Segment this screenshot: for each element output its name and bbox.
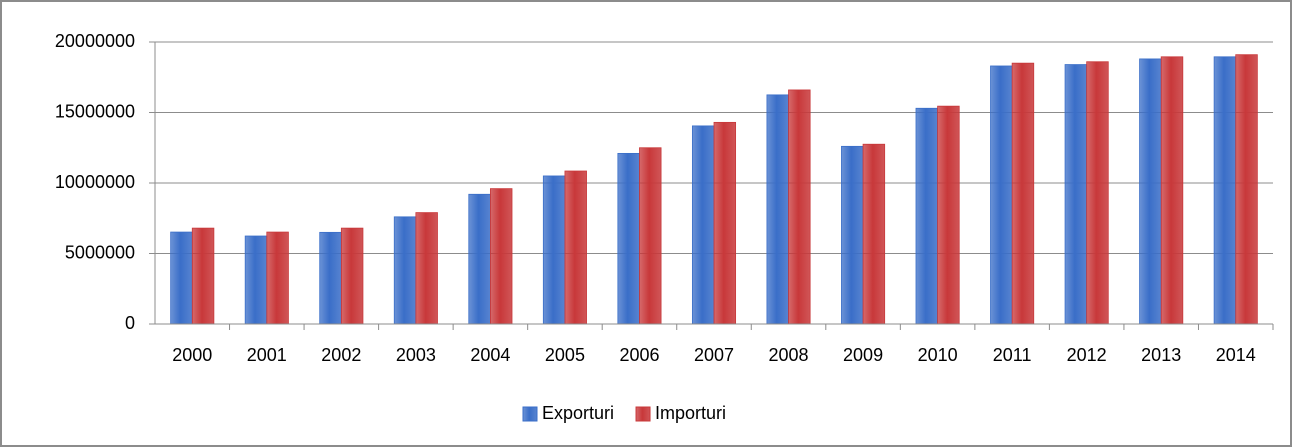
x-tick-label: 2001 xyxy=(247,345,287,365)
x-tick-label: 2014 xyxy=(1216,345,1256,365)
bar xyxy=(542,175,566,325)
bar xyxy=(1086,61,1109,325)
bar xyxy=(1235,54,1258,325)
bar xyxy=(639,147,662,325)
bar xyxy=(937,105,960,325)
bar xyxy=(244,235,268,325)
legend-label: Importuri xyxy=(655,403,726,423)
bar xyxy=(415,212,438,325)
bar xyxy=(319,231,342,325)
bar xyxy=(1160,56,1184,325)
x-tick-label: 2000 xyxy=(172,345,212,365)
bar xyxy=(862,143,886,325)
bar xyxy=(340,227,364,325)
y-tick-label: 10000000 xyxy=(55,172,135,192)
bar xyxy=(617,152,640,325)
bar xyxy=(1011,62,1035,325)
y-tick-label: 5000000 xyxy=(65,242,135,262)
bar xyxy=(766,94,789,325)
x-tick-label: 2006 xyxy=(619,345,659,365)
bar xyxy=(564,170,587,325)
y-tick-label: 15000000 xyxy=(55,101,135,121)
legend-swatch xyxy=(635,406,651,422)
y-tick-label: 0 xyxy=(125,313,135,333)
bar xyxy=(393,216,417,325)
bar xyxy=(489,188,513,325)
bar xyxy=(170,231,193,325)
x-tick-label: 2008 xyxy=(769,345,809,365)
x-tick-label: 2003 xyxy=(396,345,436,365)
bar xyxy=(1139,58,1162,325)
bar xyxy=(266,231,289,325)
legend-swatch xyxy=(522,406,538,422)
bar xyxy=(1213,56,1237,325)
legend-label: Exporturi xyxy=(542,403,614,423)
bar xyxy=(468,193,491,325)
bar xyxy=(990,65,1013,325)
bar xyxy=(191,227,215,325)
x-tick-label: 2013 xyxy=(1141,345,1181,365)
bar xyxy=(788,89,811,325)
x-tick-label: 2005 xyxy=(545,345,585,365)
x-tick-label: 2010 xyxy=(918,345,958,365)
bar xyxy=(915,107,939,325)
x-tick-label: 2012 xyxy=(1067,345,1107,365)
x-tick-label: 2009 xyxy=(843,345,883,365)
x-tick-label: 2002 xyxy=(321,345,361,365)
bar xyxy=(841,145,864,325)
x-tick-label: 2004 xyxy=(470,345,510,365)
y-tick-label: 20000000 xyxy=(55,31,135,51)
x-tick-label: 2011 xyxy=(993,345,1032,365)
bar xyxy=(691,125,715,325)
bar xyxy=(1064,64,1088,325)
x-tick-label: 2007 xyxy=(694,345,734,365)
bar xyxy=(713,121,737,325)
